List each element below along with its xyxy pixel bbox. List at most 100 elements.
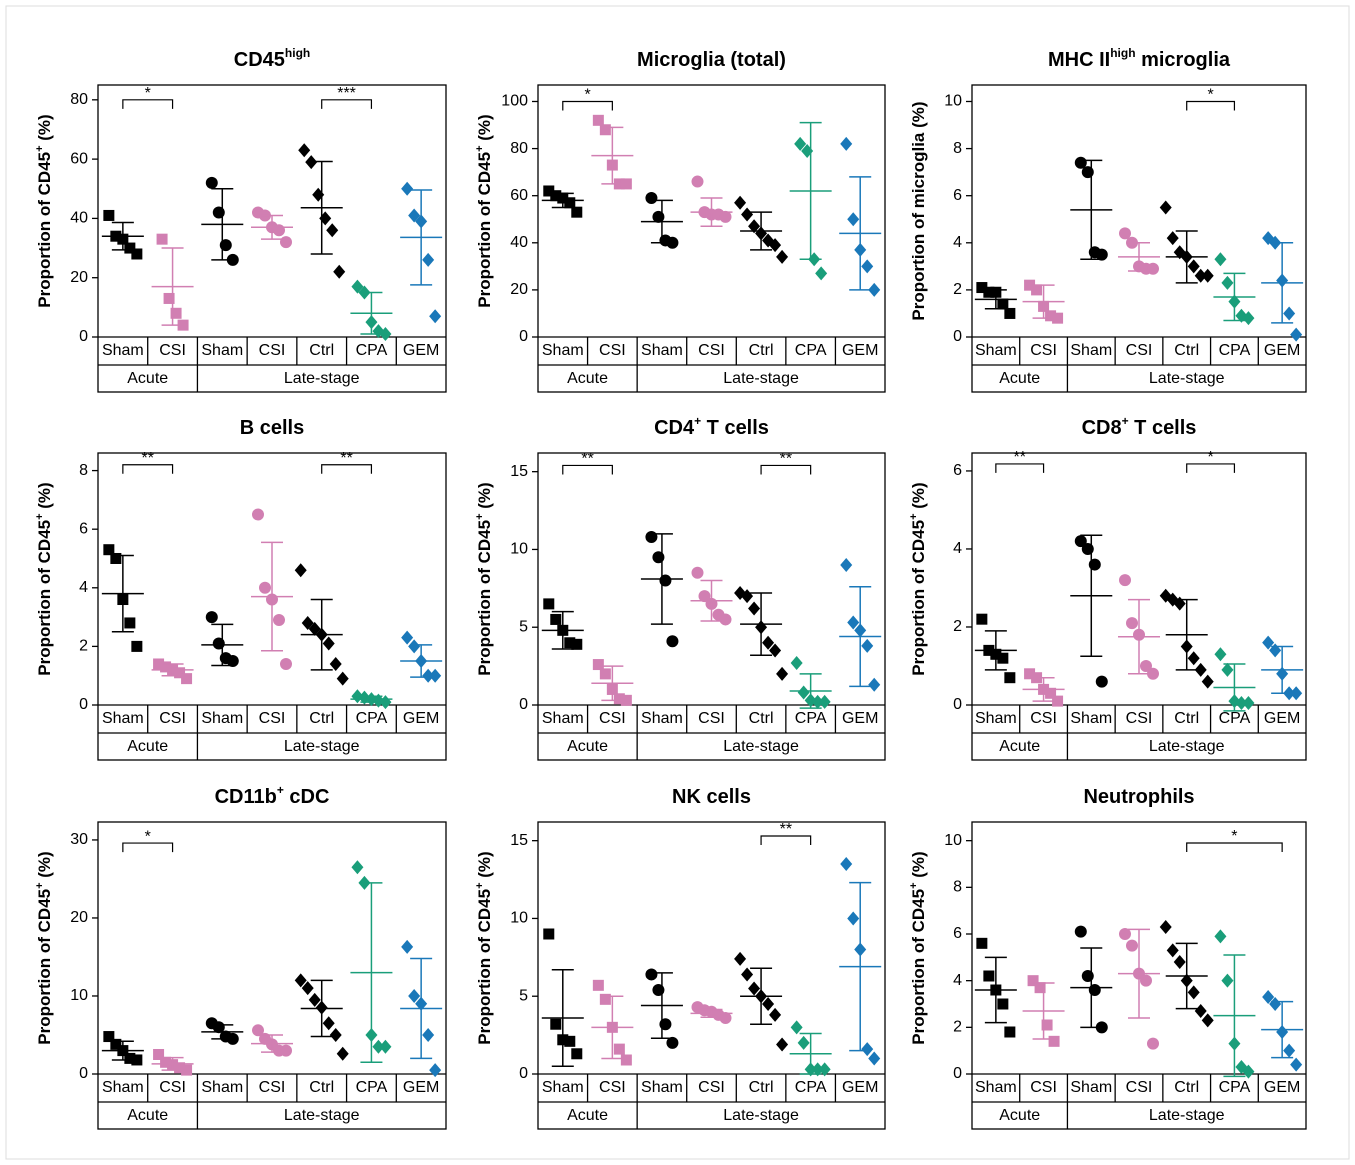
x-tick-label: CSI bbox=[1030, 1079, 1057, 1096]
group-label: Late-stage bbox=[723, 738, 799, 755]
significance-label: * bbox=[584, 87, 590, 104]
point bbox=[329, 1027, 342, 1042]
x-tick-label: CSI bbox=[159, 710, 186, 727]
point bbox=[1221, 275, 1234, 290]
x-tick-label: CSI bbox=[159, 1079, 186, 1096]
panel-title: MHC IIhigh microglia bbox=[1048, 46, 1231, 71]
point bbox=[336, 671, 349, 686]
point bbox=[163, 292, 175, 304]
y-tick-label: 15 bbox=[510, 832, 528, 849]
point bbox=[401, 939, 414, 954]
point bbox=[379, 1039, 392, 1054]
significance-label: * bbox=[145, 85, 151, 102]
superscript: + bbox=[474, 882, 486, 888]
point bbox=[613, 1043, 625, 1055]
y-tick-label: 2 bbox=[79, 638, 88, 655]
point bbox=[1235, 696, 1248, 711]
point bbox=[1221, 662, 1234, 677]
plot-frame bbox=[971, 452, 1307, 761]
x-tick-label: Ctrl bbox=[309, 1079, 334, 1096]
point bbox=[847, 212, 860, 227]
point bbox=[160, 1056, 172, 1068]
point bbox=[741, 207, 754, 222]
point bbox=[620, 694, 632, 706]
x-tick-label: GEM bbox=[1264, 342, 1300, 359]
y-tick-label: 80 bbox=[510, 140, 528, 157]
significance-label: ** bbox=[1013, 449, 1025, 466]
point bbox=[174, 1062, 186, 1074]
point bbox=[1159, 920, 1172, 934]
superscript: + bbox=[908, 882, 920, 888]
point bbox=[691, 566, 704, 579]
superscript: + bbox=[34, 145, 46, 151]
point bbox=[868, 1051, 881, 1066]
point bbox=[797, 1035, 810, 1050]
point bbox=[734, 195, 747, 210]
x-tick-label: GEM bbox=[842, 1079, 878, 1096]
point bbox=[379, 327, 392, 342]
panel-title: CD11b+ cDC bbox=[215, 783, 330, 808]
superscript: + bbox=[694, 414, 701, 428]
point bbox=[280, 657, 292, 670]
point bbox=[1147, 262, 1159, 275]
point bbox=[592, 659, 604, 671]
point bbox=[301, 981, 314, 996]
x-tick-label: CSI bbox=[259, 1079, 286, 1096]
text-part: (%) bbox=[475, 114, 494, 145]
point bbox=[592, 114, 604, 126]
y-tick-label: 0 bbox=[953, 1065, 962, 1082]
point bbox=[103, 1031, 115, 1043]
significance-label: * bbox=[1207, 87, 1213, 104]
point bbox=[790, 1020, 803, 1035]
plot-frame bbox=[971, 84, 1307, 393]
significance-bracket bbox=[562, 100, 613, 111]
point bbox=[840, 558, 853, 572]
x-tick-label: Sham bbox=[201, 710, 243, 727]
point bbox=[840, 136, 853, 151]
point bbox=[983, 286, 995, 298]
point bbox=[868, 282, 881, 297]
point bbox=[1048, 1035, 1060, 1047]
point bbox=[571, 1048, 583, 1060]
x-tick-label: Ctrl bbox=[309, 342, 334, 359]
text-part: cDC bbox=[284, 786, 330, 808]
text-part: CD8 bbox=[1082, 417, 1122, 439]
point bbox=[1034, 982, 1046, 994]
point bbox=[1194, 268, 1207, 283]
text-part: Proportion of CD45 bbox=[35, 520, 54, 676]
group-label: Acute bbox=[127, 370, 168, 387]
text-part: (%) bbox=[475, 851, 494, 882]
point bbox=[1242, 1064, 1255, 1079]
x-tick-label: CSI bbox=[1126, 342, 1153, 359]
x-tick-label: CSI bbox=[1126, 710, 1153, 727]
significance-bracket bbox=[1186, 463, 1236, 473]
point bbox=[794, 136, 807, 151]
x-tick-label: GEM bbox=[842, 342, 878, 359]
point bbox=[429, 668, 442, 683]
point bbox=[1052, 695, 1064, 707]
x-tick-label: Ctrl bbox=[749, 1079, 774, 1096]
point bbox=[776, 1037, 789, 1052]
y-tick-label: 6 bbox=[79, 520, 88, 537]
text-part: Proportion of CD45 bbox=[909, 520, 928, 676]
point bbox=[599, 124, 611, 136]
x-tick-label: CSI bbox=[1126, 1079, 1153, 1096]
x-tick-label: Sham bbox=[201, 1079, 243, 1096]
point bbox=[1031, 284, 1043, 296]
y-tick-label: 60 bbox=[70, 150, 88, 167]
point bbox=[156, 233, 168, 245]
y-tick-label: 60 bbox=[510, 187, 528, 204]
point bbox=[124, 242, 136, 254]
text-part: NK cells bbox=[672, 786, 751, 808]
point bbox=[762, 997, 775, 1011]
point bbox=[1140, 659, 1152, 672]
point bbox=[811, 1062, 824, 1077]
significance-label: ** bbox=[141, 450, 153, 467]
point bbox=[620, 1054, 632, 1066]
point bbox=[1004, 672, 1016, 684]
point bbox=[103, 544, 115, 556]
point bbox=[691, 175, 704, 188]
point bbox=[564, 637, 576, 649]
group-label: Late-stage bbox=[284, 1107, 360, 1124]
superscript: + bbox=[34, 513, 46, 519]
